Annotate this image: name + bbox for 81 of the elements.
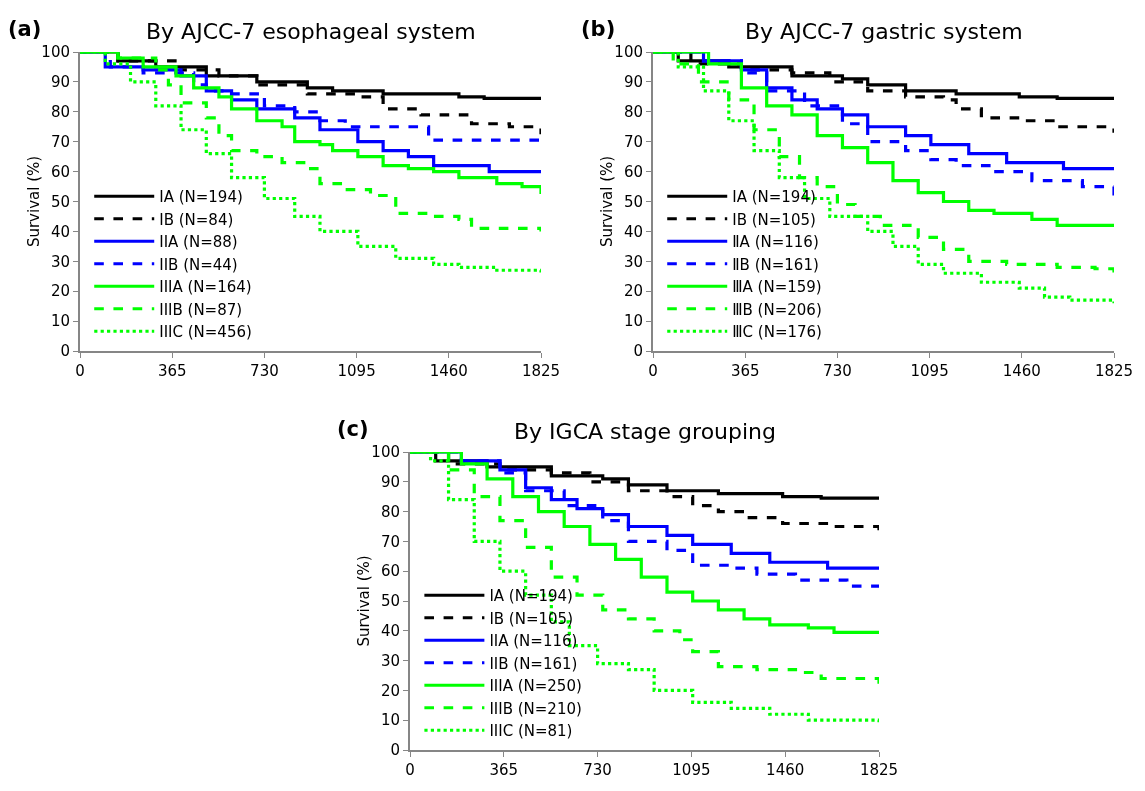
legend-label: IIB (N=44) bbox=[159, 255, 238, 274]
y-tick-label: 40 bbox=[380, 622, 400, 641]
legend-label: ⅡA (N=116) bbox=[732, 233, 819, 252]
legend-label: IIIC (N=81) bbox=[489, 722, 573, 741]
legend-label: ⅢC (N=176) bbox=[732, 323, 822, 342]
y-tick-label: 100 bbox=[41, 43, 70, 62]
y-tick-label: 90 bbox=[623, 73, 643, 92]
y-tick-label: 30 bbox=[50, 252, 70, 271]
legend-label: IIIC (N=456) bbox=[159, 323, 252, 342]
y-tick-label: 50 bbox=[50, 192, 70, 211]
legend-label: IB (N=105) bbox=[489, 609, 573, 628]
y-tick-label: 60 bbox=[623, 162, 643, 181]
y-tick-label: 40 bbox=[623, 222, 643, 241]
x-tick-label: 365 bbox=[730, 362, 760, 380]
legend-label: ⅢB (N=206) bbox=[732, 300, 822, 319]
legend-label: ⅠA (N=194) bbox=[732, 188, 816, 207]
legend-label: IA (N=194) bbox=[159, 188, 243, 207]
y-tick-label: 60 bbox=[50, 162, 70, 181]
x-tick-label: 1460 bbox=[766, 761, 805, 779]
y-tick-label: 10 bbox=[380, 711, 400, 730]
x-tick-label: 1825 bbox=[521, 362, 561, 380]
x-tick-label: 1095 bbox=[672, 761, 711, 779]
y-tick-label: 90 bbox=[380, 473, 400, 492]
x-tick-label: 0 bbox=[405, 761, 415, 779]
y-tick-label: 0 bbox=[60, 342, 70, 361]
legend-label: IIIB (N=210) bbox=[489, 699, 582, 718]
y-tick-label: 70 bbox=[380, 532, 400, 551]
y-tick-label: 100 bbox=[614, 43, 643, 62]
legend-label: IIIA (N=250) bbox=[489, 677, 582, 696]
y-tick-label: 20 bbox=[623, 282, 643, 301]
chart-title: By IGCA stage grouping bbox=[514, 419, 777, 444]
text: (a) bbox=[8, 17, 42, 41]
legend-label: ⅡB (N=161) bbox=[732, 255, 819, 274]
x-tick-label: 1460 bbox=[1002, 362, 1041, 380]
legend-label: IIIA (N=164) bbox=[159, 278, 252, 297]
y-tick-label: 70 bbox=[50, 132, 70, 151]
y-axis-title: Survival (%) bbox=[25, 155, 43, 248]
y-tick-label: 0 bbox=[390, 741, 400, 760]
legend-label: IIB (N=161) bbox=[489, 654, 578, 673]
y-tick-label: 100 bbox=[371, 443, 400, 462]
x-tick-label: 730 bbox=[823, 362, 852, 380]
chart-title: By AJCC-7 esophageal system bbox=[146, 19, 476, 44]
y-tick-label: 30 bbox=[380, 651, 400, 670]
legend-label: IIA (N=88) bbox=[159, 233, 238, 252]
y-tick-label: 50 bbox=[380, 592, 400, 611]
x-tick-label: 1825 bbox=[1094, 362, 1134, 380]
y-axis-title: Survival (%) bbox=[355, 555, 373, 647]
y-tick-label: 60 bbox=[380, 562, 400, 581]
y-tick-label: 70 bbox=[623, 132, 643, 151]
x-tick-label: 730 bbox=[583, 761, 612, 779]
y-tick-label: 0 bbox=[633, 342, 643, 361]
x-tick-label: 730 bbox=[250, 362, 279, 380]
legend-label: IIA (N=116) bbox=[489, 632, 578, 651]
legend-label: ⅢA (N=159) bbox=[732, 278, 822, 297]
y-tick-label: 10 bbox=[623, 312, 643, 331]
x-tick-label: 1825 bbox=[859, 761, 899, 779]
y-tick-label: 80 bbox=[50, 103, 70, 122]
y-tick-label: 30 bbox=[623, 252, 643, 271]
y-tick-label: 40 bbox=[50, 222, 70, 241]
y-axis-title: Survival (%) bbox=[598, 155, 616, 248]
y-tick-label: 20 bbox=[50, 282, 70, 301]
chart-title: By AJCC-7 gastric system bbox=[745, 19, 1023, 44]
y-tick-label: 80 bbox=[380, 502, 400, 521]
y-tick-label: 10 bbox=[50, 312, 70, 331]
x-tick-label: 365 bbox=[157, 362, 187, 380]
legend-label: ⅠB (N=105) bbox=[732, 210, 816, 229]
y-tick-label: 50 bbox=[623, 192, 643, 211]
text: (c) bbox=[337, 417, 369, 441]
legend-label: IA (N=194) bbox=[489, 587, 573, 606]
x-tick-label: 1095 bbox=[337, 362, 376, 380]
x-tick-label: 1460 bbox=[429, 362, 468, 380]
x-tick-label: 365 bbox=[489, 761, 519, 779]
x-tick-label: 1095 bbox=[910, 362, 949, 380]
text: (b) bbox=[581, 17, 616, 41]
legend-label: IB (N=84) bbox=[159, 210, 234, 229]
y-tick-label: 80 bbox=[623, 103, 643, 122]
y-tick-label: 90 bbox=[50, 73, 70, 92]
y-tick-label: 20 bbox=[380, 681, 400, 700]
legend-label: IIIB (N=87) bbox=[159, 300, 243, 319]
x-tick-label: 0 bbox=[75, 362, 85, 380]
x-tick-label: 0 bbox=[648, 362, 658, 380]
